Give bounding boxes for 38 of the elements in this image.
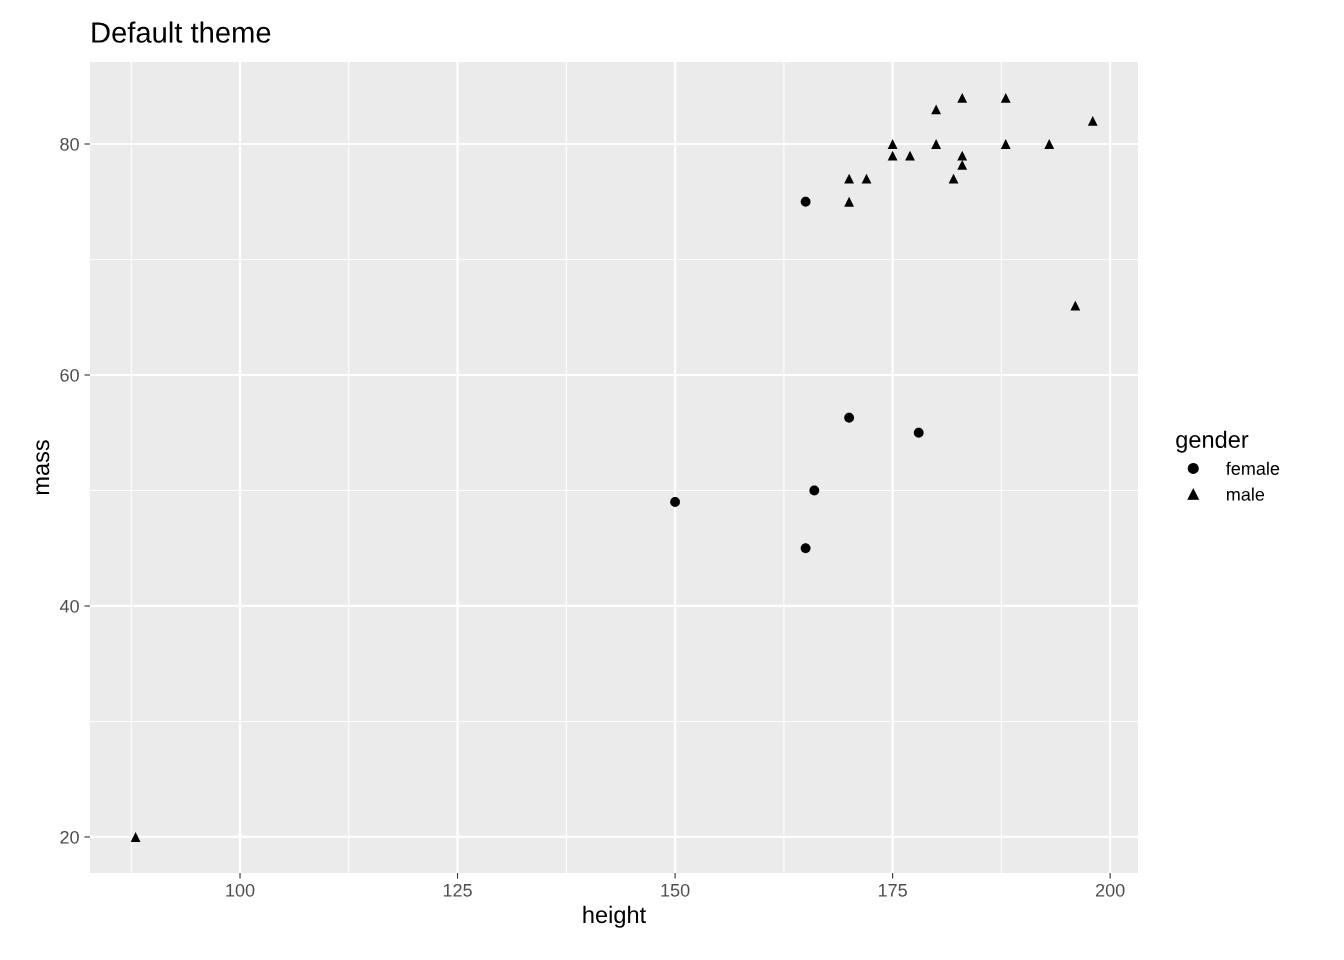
point — [1000, 139, 1011, 149]
y-tick-label: 60 — [60, 368, 79, 382]
point — [931, 104, 942, 115]
point — [913, 427, 924, 438]
point — [887, 139, 898, 149]
y-tick-label: 80 — [60, 137, 79, 151]
legend-label: female — [1226, 461, 1280, 475]
x-tick-label: 175 — [878, 884, 907, 897]
y-tick-label: 20 — [60, 830, 79, 844]
point — [957, 159, 968, 170]
chart-title: Default theme — [92, 21, 271, 43]
point — [130, 832, 141, 842]
legend-title: gender — [1176, 430, 1249, 453]
point — [844, 173, 855, 184]
point — [957, 92, 968, 103]
x-axis-title: height — [583, 905, 646, 928]
point — [670, 497, 680, 507]
point — [1087, 115, 1098, 126]
point — [844, 412, 855, 423]
point — [957, 150, 968, 161]
point — [887, 150, 898, 161]
x-tick-label: 100 — [226, 883, 255, 897]
point — [800, 543, 811, 554]
x-tick-label: 150 — [661, 883, 690, 897]
point — [1070, 300, 1081, 311]
point — [844, 196, 855, 207]
point — [861, 173, 872, 184]
point — [1044, 139, 1055, 149]
y-tick-label: 40 — [59, 599, 79, 613]
x-tick-label: 200 — [1096, 883, 1125, 897]
point — [809, 485, 820, 496]
y-axis-title: mass — [36, 440, 50, 495]
point — [800, 196, 811, 207]
legend-label: male — [1226, 487, 1265, 501]
point — [931, 139, 942, 149]
point — [1000, 92, 1011, 103]
x-tick-label: 125 — [443, 883, 472, 897]
point — [948, 173, 959, 184]
